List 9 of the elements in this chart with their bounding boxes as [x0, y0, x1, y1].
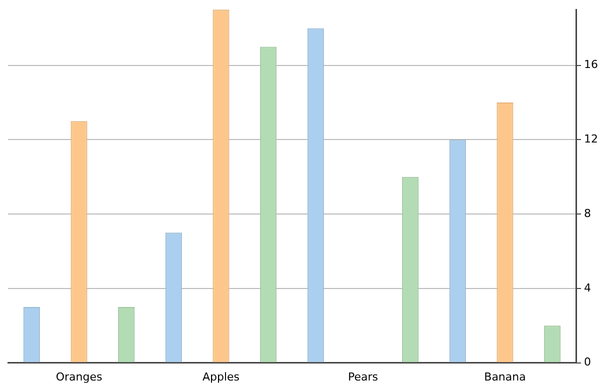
x-tick-label: Oranges	[56, 370, 102, 384]
y-tick-label: 8	[584, 206, 592, 220]
x-tick-label: Apples	[202, 370, 240, 384]
y-tick-label: 0	[584, 356, 592, 369]
y-tick-label: 16	[584, 58, 598, 72]
y-tick-label: 4	[584, 281, 592, 294]
y-tick-label: 12	[584, 132, 598, 146]
x-tick-label: Pears	[348, 370, 378, 384]
x-tick-label: Banana	[484, 370, 526, 384]
